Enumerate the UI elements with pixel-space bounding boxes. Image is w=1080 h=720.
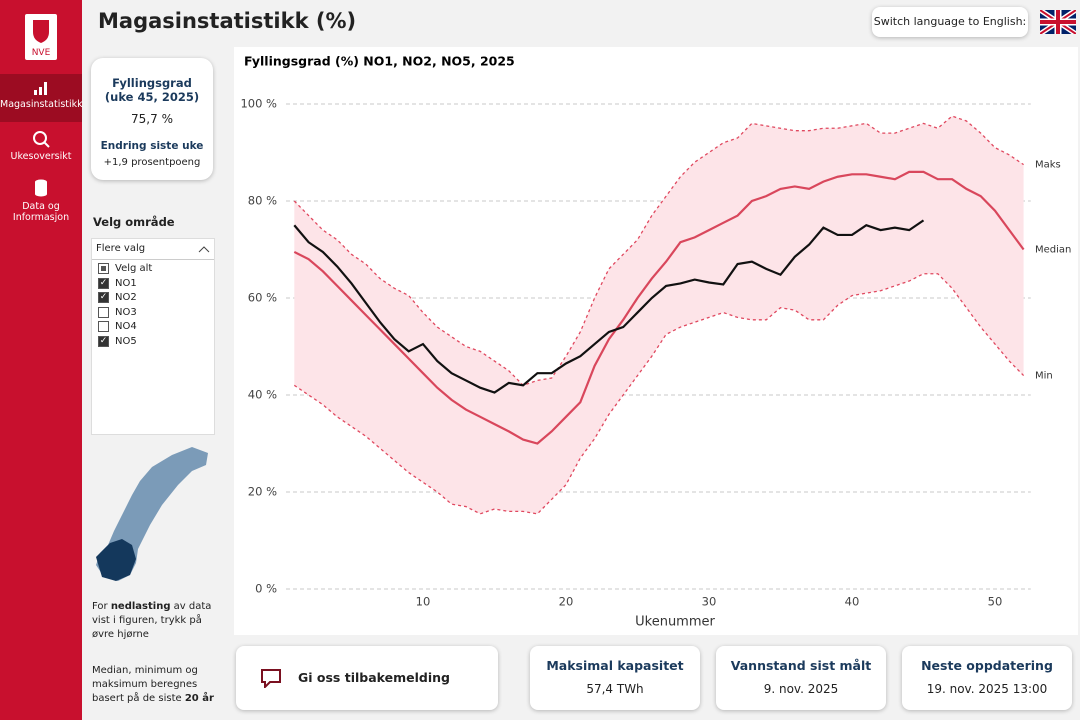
series-line [293,170,1025,445]
note-text: Median, minimum og maksimum beregnes bas… [92,665,198,704]
series-line [293,219,925,394]
series-label: Median [1035,245,1071,256]
kpi-change-title: Endring siste uke [100,140,204,152]
x-tick-label: 10 [416,595,431,609]
logo-icon [33,20,49,43]
nav-label: Magasinstatistikk [0,99,83,110]
kpi-card: Fyllingsgrad (uke 45, 2025) 75,7 % Endri… [91,58,213,180]
note-text: av data vist i figuren, trykk på øvre hj… [92,601,212,640]
y-tick-label: 40 % [248,388,277,402]
option-label: NO3 [115,306,137,318]
option[interactable]: ✓ NO1 [98,277,137,289]
nav-icon [34,82,47,95]
nav-icon [35,179,47,197]
x-tick-label: 30 [702,595,717,609]
y-tick-label: 20 % [248,485,277,499]
option[interactable]: Velg alt [98,263,152,274]
chart-panel: Fyllingsgrad (%) NO1, NO2, NO5, 2025 0 %… [234,47,1078,635]
stat-value: 9. nov. 2025 [763,682,839,696]
feedback-card[interactable]: Gi oss tilbakemelding [236,646,498,710]
option[interactable]: NO4 [98,321,137,332]
feedback-icon [261,669,281,688]
nav-label: Ukesoversikt [10,151,72,162]
note: For nedlasting av data vist i figuren, t… [92,600,216,642]
option-label: NO2 [115,292,137,303]
checkbox [98,306,109,318]
x-tick-label: 40 [845,595,860,609]
feedback-label: Gi oss tilbakemelding [298,670,450,685]
dropdown-label: Flere valg [96,243,146,254]
checkbox-mixed [101,266,106,271]
y-tick-label: 60 % [248,291,277,305]
nav-label: Data og Informasjon [12,201,70,223]
note-bold: 20 år [184,693,214,704]
nav-item[interactable]: Magasinstatistikk [0,80,83,110]
checkbox: ✓ [98,277,109,289]
y-tick-label: 0 % [255,582,277,596]
option-label: NO4 [115,321,137,332]
stat-title: Maksimal kapasitet [546,658,684,673]
sidebar: NVE Magasinstatistikk Ukesoversikt Data … [0,0,83,720]
checkbox [98,321,109,332]
x-axis-label: Ukenummer [635,615,715,630]
series-label: Maks [1035,160,1061,171]
option-label: NO5 [115,335,137,347]
stat-card: Neste oppdatering 19. nov. 2025 13:00 [902,646,1072,710]
x-tick-label: 20 [559,595,574,609]
stat-value: 19. nov. 2025 13:00 [926,682,1048,696]
series-line [293,273,1025,515]
y-tick-label: 100 % [240,97,277,111]
page-title: Magasinstatistikk (%) [98,9,357,33]
note-bold: nedlasting [110,601,171,612]
checkbox: ✓ [98,335,109,347]
uk-flag[interactable] [1040,10,1076,34]
kpi-change-value: +1,9 prosentpoeng [103,157,201,168]
stat-title: Neste oppdatering [921,658,1053,673]
checkbox: ✓ [98,292,109,303]
range-band [294,116,1024,514]
nav-item[interactable]: Ukesoversikt [0,130,82,162]
kpi-value: 75,7 % [131,112,173,126]
y-tick-label: 80 % [248,194,277,208]
stat-card: Vannstand sist målt 9. nov. 2025 [716,646,886,710]
option[interactable]: ✓ NO5 [98,335,137,347]
x-tick-label: 50 [988,595,1003,609]
checkbox [98,263,109,274]
logo-text: NVE [31,48,51,58]
option-label: NO1 [115,277,137,289]
language-button[interactable]: Switch language to English: [872,7,1028,37]
filter-panel: Flere valg Velg alt ✓ NO1 ✓ NO2 NO3 NO4 ✓ NO5 [91,238,215,435]
nav-icon [33,131,50,148]
note-text: For [92,601,111,612]
series-label: Min [1035,371,1053,382]
logo[interactable]: NVE [25,14,57,60]
stat-card: Maksimal kapasitet 57,4 TWh [530,646,700,710]
note: Median, minimum og maksimum beregnes bas… [92,664,218,706]
filter-title: Velg område [93,215,175,229]
option[interactable]: ✓ NO2 [98,292,137,303]
stat-value: 57,4 TWh [586,682,644,696]
chart: Fyllingsgrad (%) NO1, NO2, NO5, 2025 0 %… [240,54,1071,630]
nav-item[interactable]: Data og Informasjon [0,178,82,223]
option-label: Velg alt [115,263,153,274]
region-map [96,447,208,581]
nav-active [0,74,82,122]
chart-title: Fyllingsgrad (%) NO1, NO2, NO5, 2025 [244,54,515,69]
series-line [293,115,1024,387]
stat-title: Vannstand sist målt [730,658,872,673]
dropdown-arrow [198,246,210,253]
dropdown[interactable]: Flere valg [92,239,214,260]
option[interactable]: NO3 [98,306,137,318]
kpi-title: Fyllingsgrad (uke 45, 2025) [104,76,200,104]
